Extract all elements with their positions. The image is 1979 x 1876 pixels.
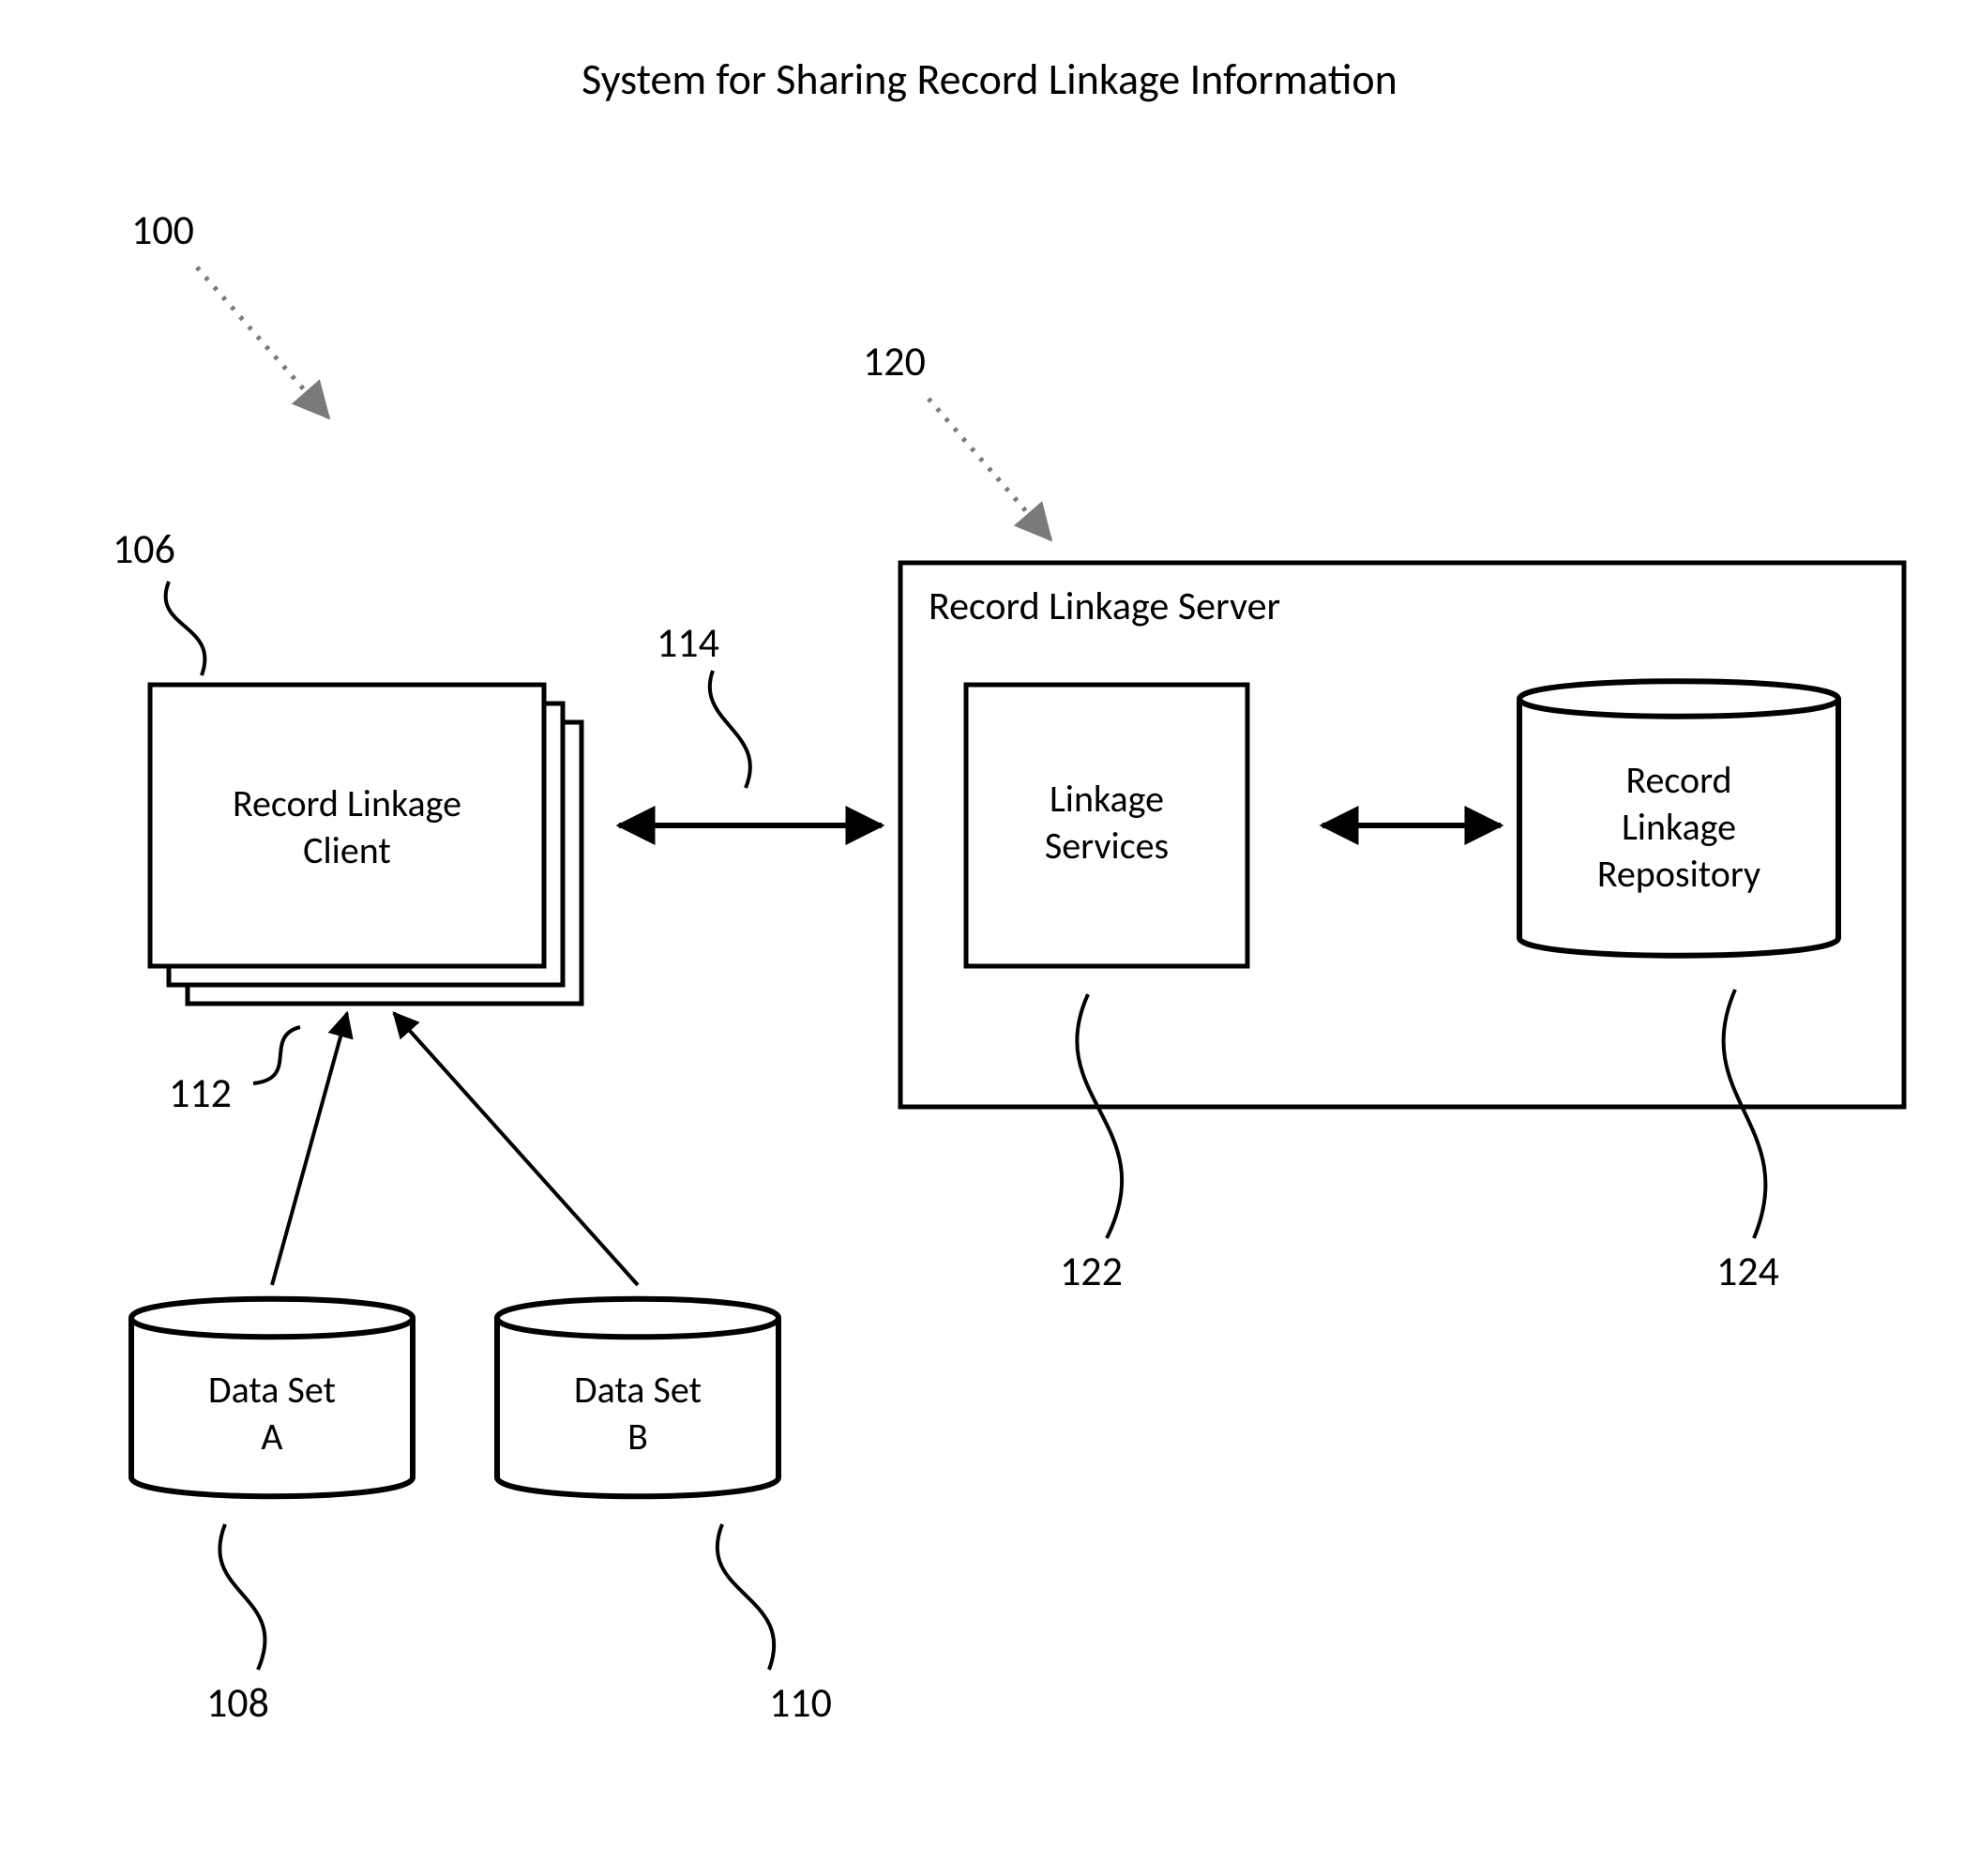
edge-dataset-a-client	[272, 1013, 347, 1285]
dataset-a-label-2: A	[261, 1414, 283, 1460]
ref-122: 122	[1060, 1246, 1123, 1296]
ref-114: 114	[657, 617, 719, 668]
client-label-1: Record Linkage	[233, 780, 461, 826]
server-container-label: Record Linkage Server	[929, 582, 1280, 630]
dataset-b-cylinder: Data Set B	[497, 1299, 778, 1497]
ref-110: 110	[769, 1677, 832, 1728]
ref-108: 108	[206, 1677, 269, 1728]
ref-124: 124	[1716, 1246, 1779, 1296]
diagram-title: System for Sharing Record Linkage Inform…	[582, 53, 1397, 106]
dataset-b-label-1: Data Set	[574, 1367, 702, 1413]
repository-cylinder: Record Linkage Repository	[1519, 681, 1838, 956]
ref-108-leader	[219, 1524, 264, 1670]
ref-120: 120	[863, 336, 926, 386]
dataset-b-label-2: B	[627, 1414, 648, 1460]
edge-dataset-b-client	[394, 1013, 638, 1285]
ref-114-leader	[710, 671, 750, 788]
dataset-a-cylinder: Data Set A	[131, 1299, 413, 1497]
ref-112: 112	[169, 1067, 232, 1118]
ref-106-leader	[166, 582, 205, 675]
client-label-2: Client	[303, 827, 391, 873]
ref-100-leader	[197, 267, 328, 417]
repository-label-3: Repository	[1597, 851, 1760, 897]
client-stacked-box: Record Linkage Client	[150, 685, 582, 1004]
repository-label-2: Linkage	[1622, 804, 1736, 850]
repository-label-1: Record	[1625, 757, 1731, 803]
ref-112-leader	[253, 1027, 300, 1083]
linkage-services-box: Linkage Services	[966, 685, 1247, 966]
ref-100: 100	[131, 204, 194, 255]
dataset-a-label-1: Data Set	[208, 1367, 336, 1413]
ref-106: 106	[113, 523, 175, 574]
linkage-services-label-1: Linkage	[1050, 776, 1164, 822]
ref-110-leader	[718, 1524, 774, 1670]
ref-120-leader	[929, 399, 1050, 539]
linkage-services-label-2: Services	[1045, 823, 1169, 869]
